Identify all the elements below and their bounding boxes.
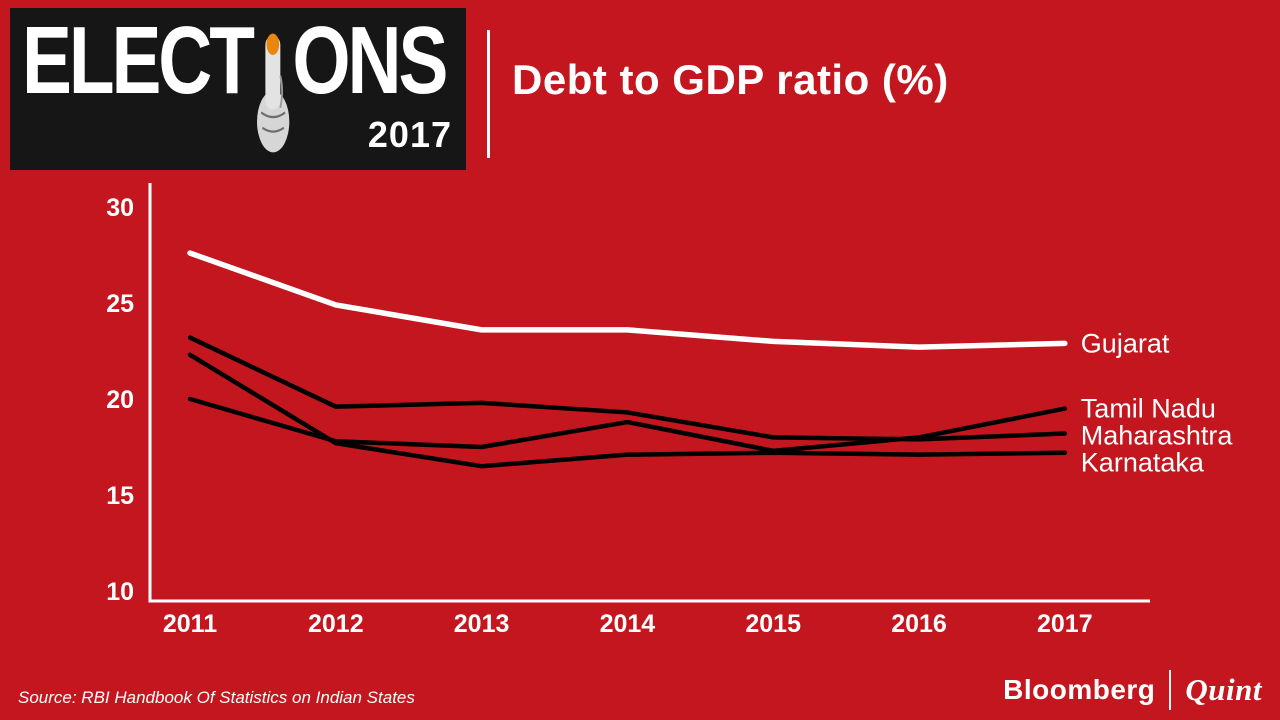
title-divider [487,30,490,158]
y-tick-label-25: 25 [106,290,134,318]
series-label-karnataka: Karnataka [1081,448,1205,478]
x-tick-label-2011: 2011 [163,610,217,638]
banner-year: 2017 [367,114,452,155]
series-label-gujarat: Gujarat [1081,328,1170,358]
inked-finger-icon [256,33,290,153]
quint-logo: Quint [1185,672,1262,707]
y-tick-label-10: 10 [106,578,134,606]
series-label-maharashtra: Maharashtra [1081,421,1234,451]
y-tick-label-20: 20 [106,386,134,414]
y-tick-label-15: 15 [106,482,134,510]
x-tick-label-2014: 2014 [600,610,656,638]
series-label-tamil-nadu: Tamil Nadu [1081,394,1216,424]
elections-banner: ELECT ONS 2017 [10,8,466,170]
x-tick-label-2012: 2012 [308,610,364,638]
line-gujarat [187,250,1068,350]
bloomberg-logo: Bloomberg [1003,674,1156,705]
y-tick-label-30: 30 [106,194,134,222]
x-tick-label-2016: 2016 [891,610,947,638]
x-tick-label-2015: 2015 [745,610,801,638]
brand-divider [1169,670,1172,710]
elections-word-start: ELECT [22,8,255,114]
elections-wordmark: ELECT ONS [22,8,448,166]
line-tamil-nadu [187,396,1068,454]
elections-word-end: ONS [292,8,448,114]
source-note: Source: RBI Handbook Of Statistics on In… [18,688,415,707]
chart-title: Debt to GDP ratio (%) [512,56,949,103]
brand-lockup: Bloomberg Quint [1003,670,1262,710]
x-tick-label-2017: 2017 [1037,610,1093,638]
x-tick-label-2013: 2013 [454,610,510,638]
